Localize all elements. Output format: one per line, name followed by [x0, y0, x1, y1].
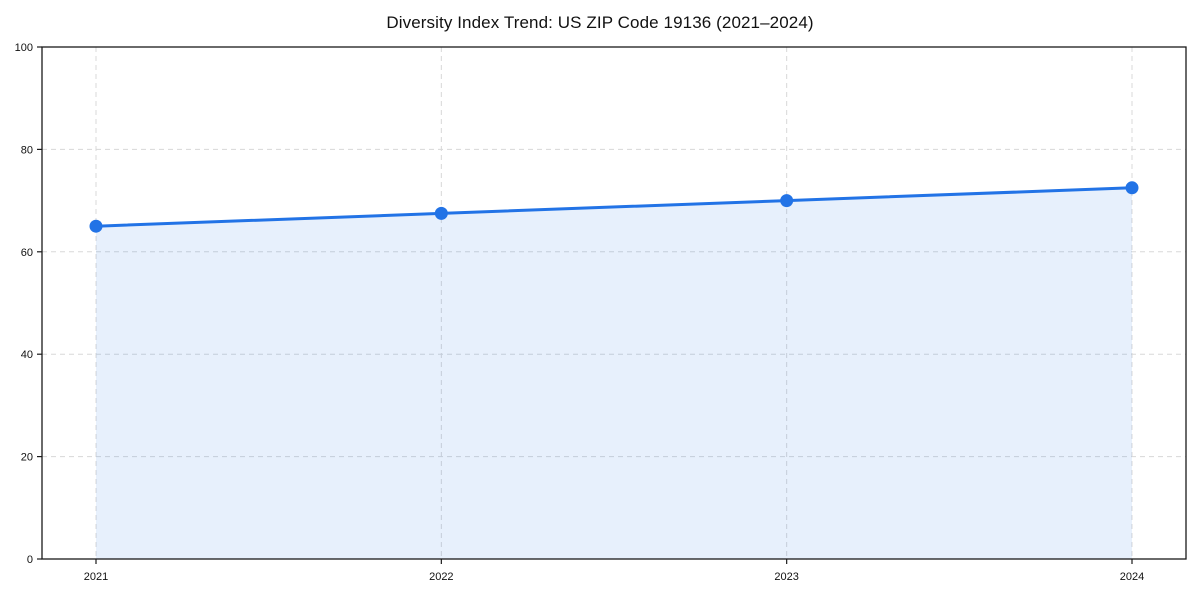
y-tick-label: 100 [15, 42, 33, 54]
x-tick-label: 2021 [84, 571, 108, 583]
data-point-marker [780, 194, 794, 208]
y-tick-label: 40 [21, 349, 33, 361]
x-tick-label: 2023 [774, 571, 798, 583]
y-tick-label: 20 [21, 452, 33, 464]
data-point-marker [1125, 181, 1139, 195]
x-tick-label: 2024 [1120, 571, 1144, 583]
trend-line [94, 186, 1134, 228]
y-tick-label: 0 [27, 554, 33, 566]
data-point-marker [89, 219, 103, 233]
area-fill [96, 187, 1132, 560]
chart-title: Diversity Index Trend: US ZIP Code 19136… [386, 13, 814, 32]
data-point-marker [434, 206, 448, 220]
y-tick-label: 60 [21, 247, 33, 259]
x-tick-label: 2022 [429, 571, 453, 583]
plot-border [41, 46, 1187, 560]
y-tick-label: 80 [21, 144, 33, 156]
